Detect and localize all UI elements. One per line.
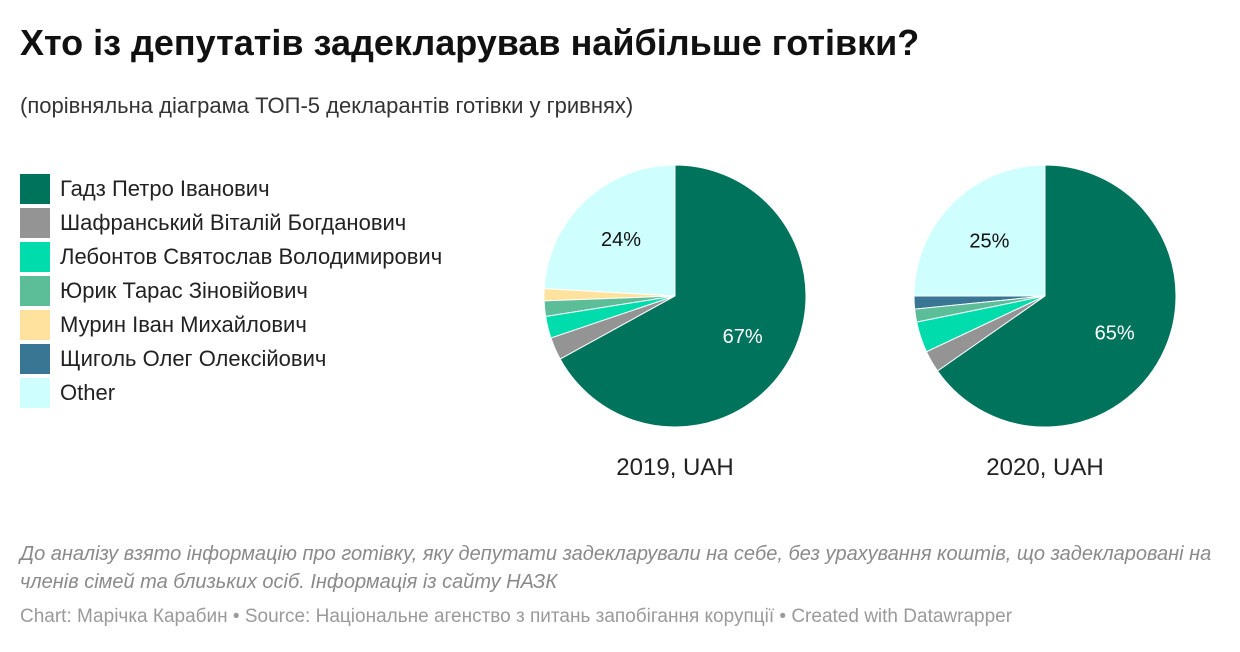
pie-title: 2020, UAH (986, 454, 1103, 481)
legend-label: Лебонтов Святослав Володимирович (60, 244, 443, 269)
legend-item: Шафранський Віталій Богданович (20, 208, 490, 238)
pie-chart-2019: 2019, UAH 67% 24% (543, 164, 807, 481)
legend-item: Other (20, 378, 490, 408)
legend-item: Гадз Петро Іванович (20, 174, 490, 204)
legend-swatch (20, 344, 50, 374)
pie-slice (913, 164, 1046, 297)
pie-slice (936, 164, 1177, 428)
legend-label: Щиголь Олег Олексійович (60, 346, 327, 371)
legend-swatch (20, 310, 50, 340)
legend-label: Гадз Петро Іванович (60, 176, 270, 201)
legend-label: Other (60, 380, 116, 405)
legend-item: Юрик Тарас Зіновійович (20, 276, 490, 306)
chart-footer: Chart: Марічка Карабин • Source: Націона… (20, 606, 1013, 627)
chart-title: Хто із депутатів задекларував найбільше … (20, 22, 920, 63)
slice-label: 67% (723, 326, 763, 348)
legend-label: Шафранський Віталій Богданович (60, 210, 407, 235)
pie-chart-2020: 2020, UAH 65% 25% (913, 164, 1177, 481)
pie-title: 2019, UAH (616, 454, 733, 481)
pie-slice (559, 164, 807, 428)
legend-swatch (20, 378, 50, 408)
legend-item: Лебонтов Святослав Володимирович (20, 242, 490, 272)
legend-swatch (20, 208, 50, 238)
slice-label: 25% (969, 230, 1009, 252)
legend-swatch (20, 174, 50, 204)
legend: Гадз Петро Іванович Шафранський Віталій … (20, 174, 490, 412)
legend-swatch (20, 276, 50, 306)
chart-subtitle: (порівняльна діаграма ТОП-5 декларантів … (20, 93, 634, 118)
legend-swatch (20, 242, 50, 272)
slice-label: 24% (601, 229, 641, 251)
pie-slice (543, 164, 676, 297)
legend-label: Юрик Тарас Зіновійович (60, 278, 308, 303)
chart-notes: До аналізу взято інформацію про готівку,… (20, 543, 1212, 593)
legend-item: Мурин Іван Михайлович (20, 310, 490, 340)
legend-label: Мурин Іван Михайлович (60, 312, 307, 337)
legend-item: Щиголь Олег Олексійович (20, 344, 490, 374)
slice-label: 65% (1095, 322, 1135, 344)
